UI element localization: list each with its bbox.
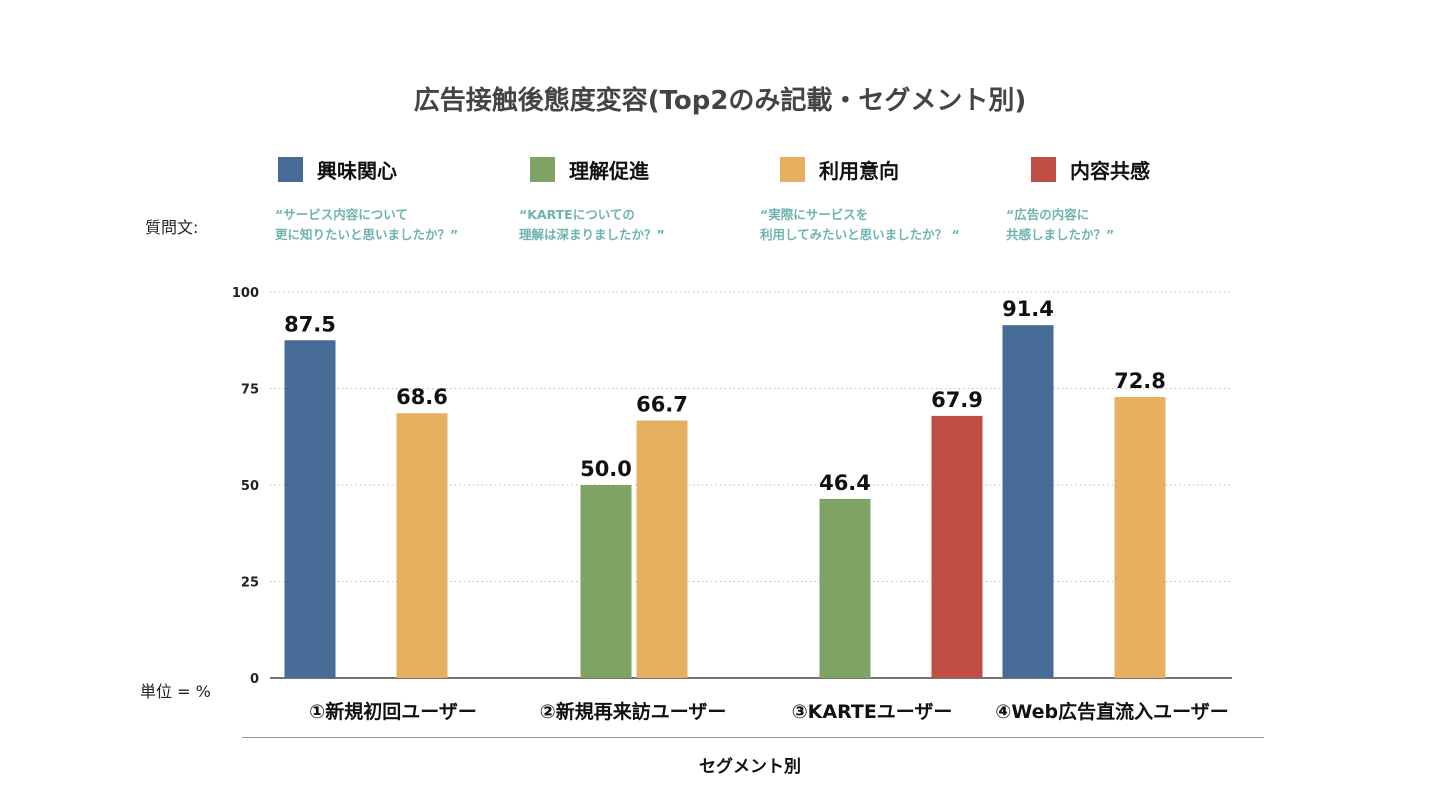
question-empathy: “広告の内容に 共感しましたか？” [1006,207,1115,242]
segment-label-new-first: ①新規初回ユーザー [309,701,477,723]
legend-item-interest: 興味関心 [278,155,397,183]
bar-value-label-0-2: 68.6 [396,385,448,409]
x-axis-title: セグメント別 [699,757,801,777]
legend-swatch-empathy [1031,156,1056,182]
bar-value-label-3-2: 72.8 [1114,369,1166,393]
unit-label: 単位 = % [140,682,211,701]
bar-value-label-1-1: 50.0 [580,457,632,481]
segment-label-web-ad: ④Web広告直流入ユーザー [995,701,1229,723]
y-tick-label-25: 25 [241,576,259,591]
question-interest: “サービス内容について 更に知りたいと思いましたか？” [275,207,459,242]
legend-label-intent: 利用意向 [819,158,899,183]
question-understanding: “KARTEについての 理解は深まりましたか？” [519,207,665,242]
bar-1-1 [580,485,632,678]
bar-value-label-0-0: 87.5 [284,312,336,336]
legend-label-understanding: 理解促進 [569,158,649,183]
bar-value-label-2-1: 46.4 [819,471,871,495]
segment-label-karte: ③KARTEユーザー [791,701,953,723]
question-intent: “実際にサービスを 利用してみたいと思いましたか？ “ [760,207,960,242]
bar-3-0 [1002,325,1054,678]
bottom-rule [242,737,1264,738]
legend-item-understanding: 理解促進 [530,155,649,183]
legend-item-intent: 利用意向 [780,155,899,183]
segment-label-new-returning: ②新規再来訪ユーザー [539,701,727,723]
bar-value-label-3-0: 91.4 [1002,297,1054,321]
legend-label-empathy: 内容共感 [1070,158,1150,183]
legend-swatch-intent [780,156,805,182]
chart-title: 広告接触後態度変容(Top2のみ記載・セグメント別) [413,86,1027,116]
question-label: 質問文: [145,218,199,237]
bar-1-2 [636,420,688,678]
bar-value-label-2-3: 67.9 [931,388,983,412]
y-tick-label-0: 0 [250,672,259,687]
bar-0-0 [284,340,336,678]
bar-2-1 [819,498,871,678]
legend-item-empathy: 内容共感 [1031,155,1150,183]
legend-label-interest: 興味関心 [317,158,397,183]
y-tick-label-75: 75 [241,383,259,398]
y-tick-label-100: 100 [232,286,259,301]
legend-swatch-interest [278,156,303,182]
bar-value-label-1-2: 66.7 [636,393,688,417]
bar-0-2 [396,413,448,678]
bar-3-2 [1114,396,1166,678]
bar-2-3 [931,415,983,678]
legend-swatch-understanding [530,156,555,182]
y-tick-label-50: 50 [241,479,259,494]
